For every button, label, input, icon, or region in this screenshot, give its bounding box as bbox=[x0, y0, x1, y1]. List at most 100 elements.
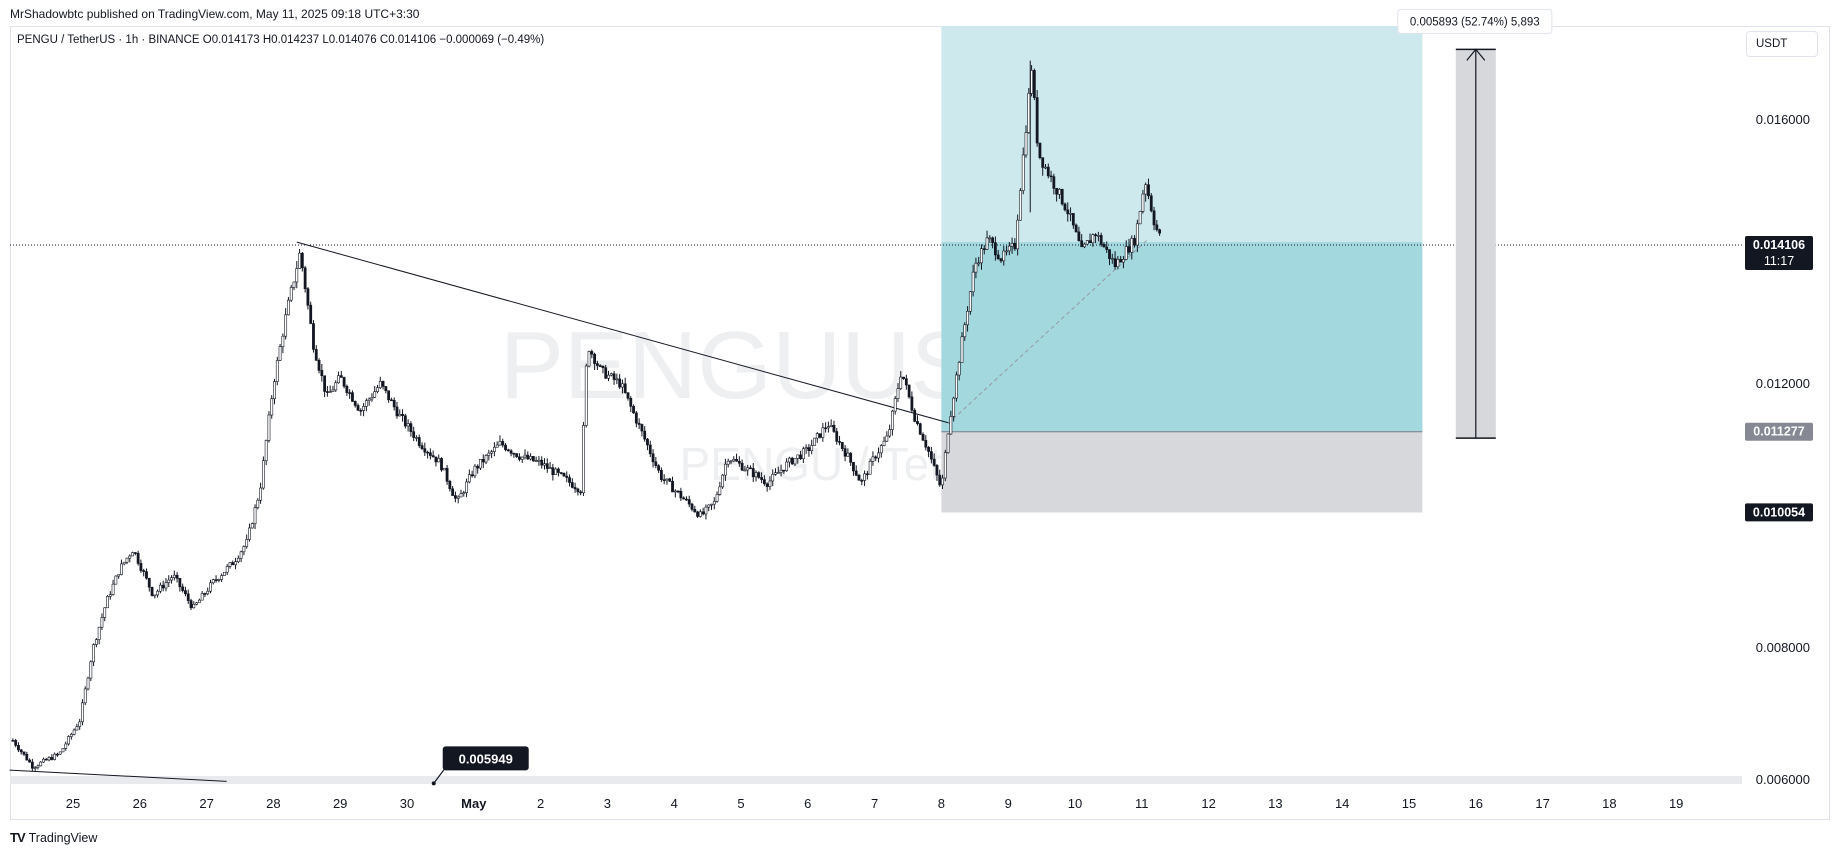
candle-body bbox=[223, 571, 226, 576]
candle-body bbox=[790, 457, 794, 465]
candle-body bbox=[1099, 235, 1103, 245]
candle-body bbox=[245, 539, 249, 547]
candle-body bbox=[150, 586, 154, 596]
candle-body bbox=[765, 483, 769, 487]
candle-body bbox=[996, 254, 1000, 260]
candle-body bbox=[306, 288, 310, 306]
current-price-tag: 0.014106 11:17 bbox=[1745, 236, 1813, 271]
candle-body bbox=[551, 467, 555, 475]
candle-body bbox=[72, 729, 76, 735]
candle-body bbox=[646, 438, 649, 446]
candle-body bbox=[273, 381, 276, 400]
candle-body bbox=[1030, 70, 1033, 94]
candle-body bbox=[1135, 223, 1139, 246]
candle-body bbox=[1058, 188, 1061, 195]
candle-body bbox=[490, 451, 494, 454]
footer-brand: TV TradingView bbox=[10, 830, 97, 845]
candle-body bbox=[161, 584, 165, 589]
candle-body bbox=[64, 743, 68, 749]
candle-body bbox=[1038, 142, 1042, 158]
candle-body bbox=[1044, 166, 1047, 169]
candle-body bbox=[17, 745, 20, 751]
candle-body bbox=[147, 577, 151, 588]
candle-body bbox=[498, 441, 502, 446]
candle-body bbox=[804, 447, 808, 450]
candle-body bbox=[195, 602, 198, 605]
candle-body bbox=[1133, 238, 1136, 246]
candle-body bbox=[751, 468, 755, 478]
candle-body bbox=[339, 375, 343, 378]
candle-body bbox=[442, 467, 446, 471]
x-tick-label: 12 bbox=[1201, 796, 1215, 811]
candle-body bbox=[236, 557, 240, 562]
x-tick-label: 15 bbox=[1402, 796, 1416, 811]
publisher-credit: MrShadowbtc published on TradingView.com… bbox=[10, 7, 420, 21]
candle-body bbox=[634, 412, 638, 424]
projection-dashed-line bbox=[947, 238, 1149, 424]
candle-body bbox=[632, 406, 635, 414]
candle-body bbox=[807, 447, 811, 451]
candle-body bbox=[170, 577, 173, 581]
x-tick-label: 10 bbox=[1068, 796, 1082, 811]
candle-body bbox=[22, 751, 26, 755]
candle-body bbox=[724, 463, 727, 476]
candle-body bbox=[1130, 238, 1134, 253]
candle-body bbox=[801, 448, 805, 459]
candle-body bbox=[1152, 210, 1156, 226]
candle-body bbox=[131, 552, 134, 557]
candle-body bbox=[128, 555, 132, 559]
candle-body bbox=[629, 398, 633, 407]
candle-body bbox=[44, 758, 48, 761]
candle-body bbox=[545, 463, 549, 469]
candle-body bbox=[11, 740, 15, 742]
candle-body bbox=[966, 311, 969, 326]
x-tick-label: 3 bbox=[604, 796, 611, 811]
candle-body bbox=[821, 427, 825, 438]
candle-body bbox=[234, 561, 237, 566]
candle-body bbox=[164, 582, 168, 589]
candle-body bbox=[852, 462, 855, 472]
candle-body bbox=[590, 351, 594, 355]
candle-body bbox=[1016, 219, 1020, 250]
candle-body bbox=[53, 753, 57, 760]
candle-body bbox=[531, 456, 535, 462]
candle-body bbox=[955, 374, 958, 399]
candle-body bbox=[270, 398, 274, 416]
candle-body bbox=[81, 702, 84, 723]
candle-body bbox=[659, 469, 663, 480]
candle-body bbox=[673, 490, 677, 493]
candle-body bbox=[740, 462, 744, 471]
candle-body bbox=[156, 590, 160, 596]
candle-body bbox=[668, 478, 672, 482]
candle-body bbox=[437, 458, 441, 463]
candle-body bbox=[993, 242, 997, 256]
candle-body bbox=[392, 399, 396, 408]
candle-body bbox=[1124, 246, 1128, 260]
candle-body bbox=[902, 376, 905, 379]
candle-body bbox=[932, 458, 936, 466]
candle-body bbox=[799, 454, 802, 459]
x-tick-label: 11 bbox=[1135, 796, 1149, 811]
x-tick-label: 30 bbox=[400, 796, 414, 811]
x-tick-label: 26 bbox=[133, 796, 147, 811]
candle-body bbox=[42, 758, 45, 763]
candle-body bbox=[289, 287, 293, 301]
stop-price-tag-bg bbox=[1745, 503, 1813, 522]
measure-label: 0.005893 (52.74%) 5,893 bbox=[1410, 16, 1540, 28]
candle-body bbox=[481, 459, 485, 463]
candle-body bbox=[67, 736, 70, 745]
candle-body bbox=[757, 472, 761, 478]
candle-body bbox=[178, 578, 182, 588]
candle-body bbox=[167, 579, 171, 583]
candle-body bbox=[58, 751, 62, 755]
candle-body bbox=[621, 383, 624, 388]
candle-body bbox=[390, 399, 393, 402]
low-marker-pointer bbox=[433, 767, 447, 784]
x-tick-label: 13 bbox=[1268, 796, 1282, 811]
candle-body bbox=[977, 262, 981, 265]
candle-body bbox=[345, 385, 349, 393]
candle-body bbox=[999, 258, 1003, 262]
candle-body bbox=[874, 456, 878, 459]
currency-unit-button[interactable]: USDT bbox=[1746, 31, 1818, 57]
